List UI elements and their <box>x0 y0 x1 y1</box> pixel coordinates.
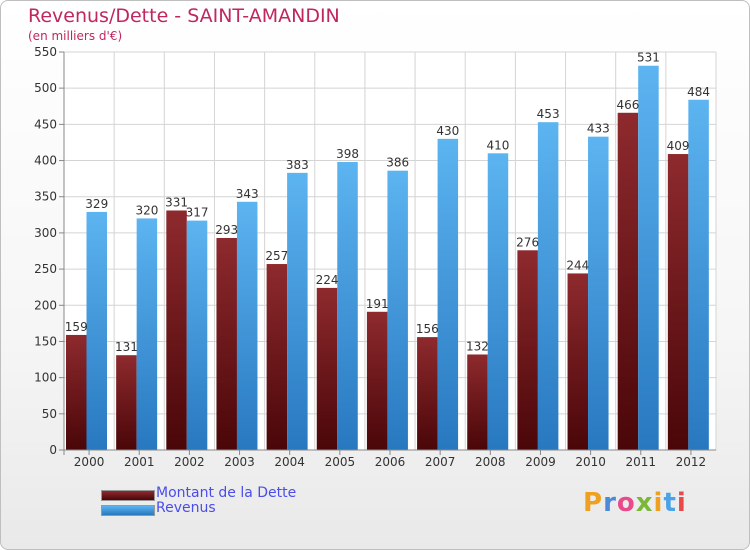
bar-debt <box>567 273 589 450</box>
logo-letter: o <box>616 488 636 518</box>
bar-revenue <box>688 99 709 450</box>
bar-revenue <box>136 218 158 450</box>
data-label-debt: 257 <box>265 249 288 263</box>
data-label-revenue: 320 <box>135 203 158 217</box>
bar-revenue <box>588 136 609 450</box>
data-label-revenue: 383 <box>286 158 309 172</box>
x-tick-label: 2008 <box>475 455 506 469</box>
logo-letter: t <box>663 488 677 518</box>
y-tick-label: 550 <box>34 45 57 59</box>
data-label-revenue: 329 <box>85 197 108 211</box>
data-label-debt: 224 <box>316 273 339 287</box>
x-tick-label: 2001 <box>124 455 155 469</box>
x-tick-label: 2003 <box>224 455 255 469</box>
bar-revenue <box>287 172 308 450</box>
x-tick-label: 2000 <box>74 455 105 469</box>
bar-debt <box>417 337 438 450</box>
bar-debt <box>617 112 639 450</box>
chart-subtitle: (en milliers d'€) <box>28 29 123 43</box>
bar-revenue <box>186 220 208 450</box>
legend-swatch-debt <box>101 490 155 501</box>
x-tick-label: 2007 <box>425 455 456 469</box>
logo-letter: i <box>653 488 664 518</box>
data-label-revenue: 410 <box>487 138 510 152</box>
x-tick-label: 2002 <box>174 455 205 469</box>
data-label-debt: 132 <box>466 339 489 353</box>
x-tick-label: 2011 <box>625 455 656 469</box>
bar-debt <box>216 237 237 450</box>
logo-letter: x <box>635 488 654 518</box>
data-label-debt: 331 <box>165 195 188 209</box>
bar-debt <box>517 250 538 450</box>
data-label-revenue: 317 <box>186 206 209 220</box>
data-label-debt: 409 <box>667 139 690 153</box>
bar-revenue <box>487 153 509 451</box>
logo-letter: i <box>676 488 687 518</box>
bar-debt <box>667 154 689 451</box>
data-label-revenue: 433 <box>587 122 610 136</box>
data-label-debt: 276 <box>516 235 539 249</box>
data-label-debt: 466 <box>616 98 639 112</box>
y-tick-label: 250 <box>34 262 57 276</box>
x-tick-label: 2004 <box>274 455 305 469</box>
bar-debt <box>467 354 488 450</box>
bar-debt <box>316 287 338 450</box>
x-tick-label: 2006 <box>375 455 406 469</box>
y-tick-label: 0 <box>49 443 57 457</box>
data-label-revenue: 398 <box>336 147 359 161</box>
bar-revenue <box>387 170 408 450</box>
y-tick-label: 500 <box>34 81 57 95</box>
legend-swatch-revenue <box>101 505 155 516</box>
data-label-debt: 293 <box>215 223 238 237</box>
data-label-debt: 159 <box>65 320 88 334</box>
bar-revenue <box>337 161 358 450</box>
bar-revenue <box>236 201 258 450</box>
data-label-revenue: 531 <box>637 51 660 65</box>
data-label-revenue: 453 <box>537 107 560 121</box>
logo-letter: P <box>583 488 604 518</box>
bar-revenue <box>537 122 559 451</box>
legend-label-debt: Montant de la Dette <box>156 485 297 501</box>
bar-debt <box>366 311 388 450</box>
bar-debt <box>116 355 137 450</box>
bar-debt <box>66 334 87 450</box>
y-tick-label: 150 <box>34 334 57 348</box>
y-tick-label: 50 <box>42 407 57 421</box>
x-tick-label: 2005 <box>325 455 356 469</box>
y-tick-label: 450 <box>34 117 57 131</box>
y-tick-label: 400 <box>34 154 57 168</box>
data-label-revenue: 484 <box>687 85 710 99</box>
data-label-debt: 131 <box>115 340 138 354</box>
bar-debt <box>166 210 187 450</box>
bar-debt <box>266 264 288 450</box>
x-tick-label: 2012 <box>676 455 707 469</box>
data-label-debt: 244 <box>566 258 589 272</box>
x-tick-label: 2010 <box>575 455 606 469</box>
data-label-revenue: 386 <box>386 156 409 170</box>
data-label-revenue: 430 <box>436 124 459 138</box>
y-tick-label: 300 <box>34 226 57 240</box>
bar-revenue <box>638 65 659 451</box>
bar-revenue <box>437 138 459 450</box>
y-tick-label: 100 <box>34 371 57 385</box>
y-tick-label: 350 <box>34 190 57 204</box>
logo-letter: r <box>603 488 617 518</box>
x-tick-label: 2009 <box>525 455 556 469</box>
data-label-revenue: 343 <box>236 187 259 201</box>
bar-revenue <box>86 211 107 450</box>
y-tick-label: 200 <box>34 298 57 312</box>
data-label-debt: 191 <box>366 297 389 311</box>
data-label-debt: 156 <box>416 322 439 336</box>
chart-title: Revenus/Dette - SAINT-AMANDIN <box>28 5 340 27</box>
proxiti-logo: Proxiti <box>583 488 687 518</box>
legend-label-revenue: Revenus <box>156 500 216 516</box>
